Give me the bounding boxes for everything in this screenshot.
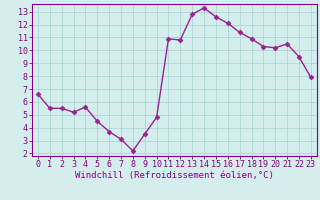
X-axis label: Windchill (Refroidissement éolien,°C): Windchill (Refroidissement éolien,°C) xyxy=(75,171,274,180)
